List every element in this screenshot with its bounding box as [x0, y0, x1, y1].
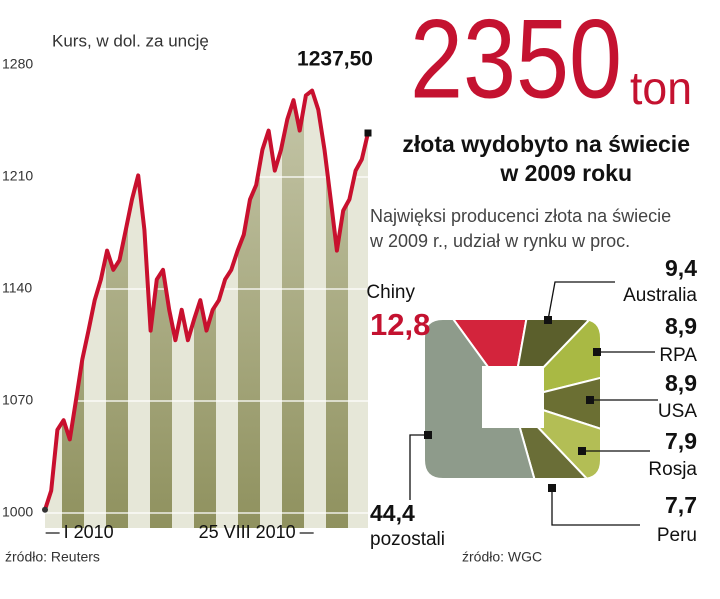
leader-dot: [424, 431, 432, 439]
leader-dot: [578, 447, 586, 455]
y-tick-label: 1280: [2, 56, 33, 72]
stripe: [260, 90, 282, 528]
source: źródło: Reuters: [5, 549, 100, 565]
leader-line: [409, 434, 428, 500]
stripe: [45, 90, 62, 528]
slice-value: 44,4: [370, 500, 415, 526]
slice-value: 7,7: [665, 492, 697, 518]
slice-value: 8,9: [665, 313, 697, 339]
y-tick-label: 1210: [2, 168, 33, 184]
leader-line: [547, 281, 615, 321]
start-point: [42, 506, 48, 513]
slice-name: RPA: [659, 345, 697, 366]
stripe: [348, 90, 368, 528]
stripe: [106, 90, 128, 528]
end-point: [364, 129, 372, 137]
slice: [425, 320, 574, 478]
pie-title: w 2009 r., udział w rynku w proc.: [369, 231, 630, 251]
slice: [425, 320, 552, 403]
slice-name: Chiny: [366, 282, 415, 303]
leader-line: [551, 488, 640, 526]
slice-name: USA: [658, 401, 697, 422]
line-title: Kurs, w dol. za uncję: [52, 31, 209, 50]
slice: [511, 399, 600, 478]
stripe: [62, 90, 84, 528]
slice-name: Rosja: [648, 459, 697, 480]
last-value-label: 1237,50: [297, 48, 373, 71]
slice-value: 12,8: [370, 307, 430, 342]
headline-number: 2350: [410, 0, 622, 122]
headline-line: w 2009 roku: [499, 160, 632, 186]
slice-value: 7,9: [665, 428, 697, 454]
y-tick-label: 1070: [2, 392, 33, 408]
x-tick-label: 25 VIII 2010: [199, 522, 296, 542]
stripe: [194, 90, 216, 528]
price-line: [43, 88, 370, 511]
leader-dot: [544, 316, 552, 324]
slice: [508, 320, 600, 402]
leader-dot: [586, 396, 594, 404]
pie-title: Najwięksi producenci złota na świecie: [370, 206, 671, 226]
donut: [425, 320, 600, 478]
stripe: [282, 90, 304, 528]
stripe: [172, 90, 194, 528]
slice: [510, 320, 600, 404]
leader-dot: [548, 484, 556, 492]
stripe: [326, 90, 348, 528]
y-tick-label: 1140: [2, 280, 32, 296]
leader-dot: [593, 348, 601, 356]
stripe: [238, 90, 260, 528]
slice-name: pozostali: [370, 529, 445, 550]
headline-line: złota wydobyto na świecie: [402, 131, 690, 157]
slice-name: Peru: [657, 525, 697, 546]
slice-name: Australia: [623, 285, 697, 306]
slice-value: 9,4: [665, 255, 697, 281]
stripes: [45, 90, 368, 528]
slice-value: 8,9: [665, 370, 697, 396]
slice: [511, 399, 600, 478]
source: źródło: WGC: [462, 549, 542, 565]
stripe: [304, 90, 326, 528]
x-tick-label: I 2010: [64, 522, 114, 542]
y-tick-label: 1000: [2, 504, 33, 520]
headline-unit: ton: [630, 62, 692, 114]
